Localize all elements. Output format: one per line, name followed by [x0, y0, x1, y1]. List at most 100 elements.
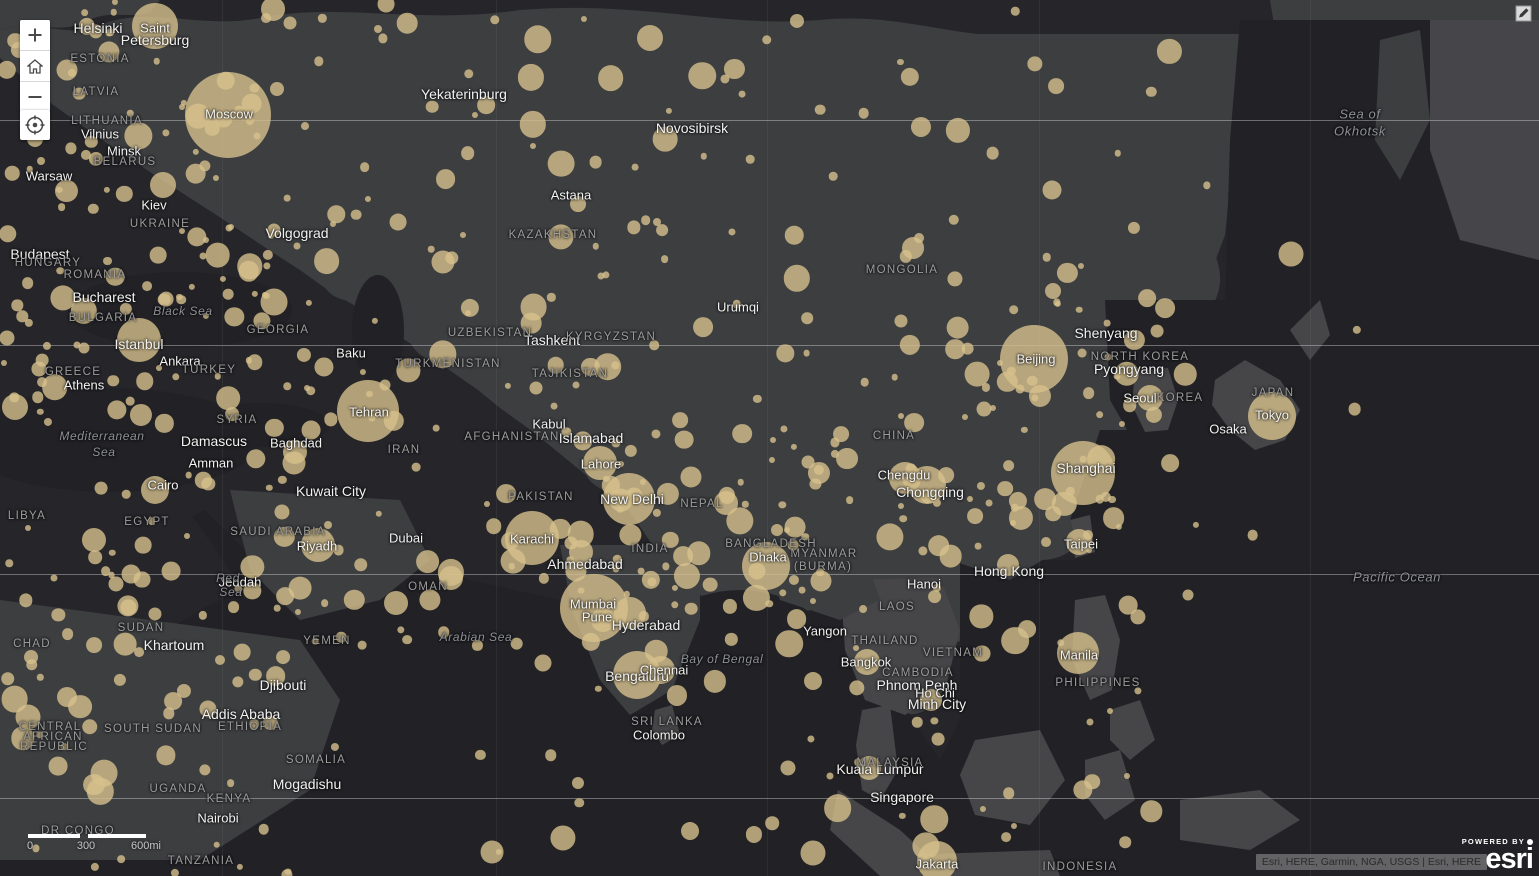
- city-symbol-minor[interactable]: [432, 424, 440, 432]
- city-symbol-minor[interactable]: [807, 735, 815, 743]
- city-symbol-minor[interactable]: [0, 671, 15, 686]
- city-symbol-minor[interactable]: [43, 418, 52, 427]
- city-symbol-minor[interactable]: [660, 255, 669, 264]
- city-symbol-minor[interactable]: [631, 163, 639, 171]
- city-symbol-minor[interactable]: [914, 233, 925, 243]
- city-symbol-minor[interactable]: [826, 772, 834, 780]
- city-symbol-minor[interactable]: [1010, 823, 1018, 830]
- city-symbol-minor[interactable]: [293, 242, 301, 250]
- city-symbol-minor[interactable]: [374, 24, 383, 33]
- city-symbol-minor[interactable]: [1146, 406, 1163, 424]
- city-symbol-minor[interactable]: [786, 608, 807, 629]
- city-symbol[interactable]: [889, 462, 921, 494]
- city-symbol-minor[interactable]: [25, 524, 32, 531]
- city-symbol-minor[interactable]: [810, 570, 832, 592]
- city-symbol-minor[interactable]: [1104, 353, 1112, 361]
- city-symbol-minor[interactable]: [37, 674, 44, 681]
- city-symbol-minor[interactable]: [1124, 329, 1145, 350]
- city-symbol-minor[interactable]: [136, 372, 154, 390]
- city-symbol-minor[interactable]: [927, 589, 942, 604]
- city-symbol-minor[interactable]: [982, 383, 991, 392]
- city-symbol-minor[interactable]: [1202, 181, 1211, 190]
- city-symbol-minor[interactable]: [249, 668, 262, 681]
- city-symbol-minor[interactable]: [1082, 387, 1095, 399]
- city-symbol-minor[interactable]: [798, 586, 806, 594]
- city-symbol-minor[interactable]: [0, 225, 17, 243]
- city-symbol-minor[interactable]: [768, 457, 775, 464]
- city-symbol-minor[interactable]: [303, 384, 310, 391]
- city-symbol-minor[interactable]: [419, 589, 441, 611]
- city-symbol-minor[interactable]: [113, 674, 126, 687]
- city-symbol-minor[interactable]: [273, 526, 295, 548]
- city-symbol-minor[interactable]: [267, 232, 274, 240]
- city-symbol-minor[interactable]: [1247, 529, 1259, 541]
- city-symbol-minor[interactable]: [662, 562, 670, 571]
- city-symbol-minor[interactable]: [946, 316, 970, 339]
- city-symbol-minor[interactable]: [116, 185, 133, 203]
- city-symbol-minor[interactable]: [572, 777, 585, 790]
- city-symbol-minor[interactable]: [26, 166, 33, 173]
- city-symbol-minor[interactable]: [623, 591, 630, 598]
- city-symbol-minor[interactable]: [162, 707, 175, 720]
- city-symbol-minor[interactable]: [329, 220, 336, 227]
- city-symbol-minor[interactable]: [42, 374, 68, 400]
- city-symbol-minor[interactable]: [561, 427, 572, 437]
- city-symbol-minor[interactable]: [876, 523, 904, 551]
- city-symbol-minor[interactable]: [1193, 521, 1200, 528]
- city-symbol-minor[interactable]: [918, 546, 928, 556]
- city-symbol-minor[interactable]: [149, 171, 176, 198]
- city-symbol-minor[interactable]: [117, 595, 139, 617]
- city-symbol-minor[interactable]: [547, 293, 556, 302]
- city-symbol-minor[interactable]: [1348, 402, 1361, 416]
- city-symbol-minor[interactable]: [236, 863, 243, 870]
- city-symbol-minor[interactable]: [931, 732, 945, 746]
- city-symbol-minor[interactable]: [845, 496, 854, 505]
- city-symbol-minor[interactable]: [105, 29, 113, 37]
- city-symbol-minor[interactable]: [119, 303, 132, 316]
- city-symbol-minor[interactable]: [627, 220, 641, 234]
- city-symbol-minor[interactable]: [171, 868, 180, 876]
- city-symbol-minor[interactable]: [746, 154, 755, 164]
- city-symbol-minor[interactable]: [402, 634, 412, 645]
- city-symbol-minor[interactable]: [156, 365, 163, 372]
- city-symbol-minor[interactable]: [215, 655, 226, 666]
- city-symbol[interactable]: [1057, 632, 1099, 674]
- city-symbol-minor[interactable]: [89, 24, 103, 38]
- city-symbol-minor[interactable]: [1114, 150, 1122, 157]
- city-symbol-minor[interactable]: [801, 312, 813, 325]
- city-symbol-minor[interactable]: [126, 110, 134, 117]
- city-symbol-minor[interactable]: [320, 599, 329, 608]
- city-symbol-minor[interactable]: [829, 171, 838, 181]
- city-symbol-minor[interactable]: [16, 310, 28, 323]
- city-symbol-minor[interactable]: [389, 213, 407, 231]
- city-symbol-minor[interactable]: [641, 571, 661, 590]
- home-button[interactable]: [20, 51, 50, 82]
- city-symbol-minor[interactable]: [11, 299, 23, 311]
- city-symbol[interactable]: [742, 542, 790, 590]
- city-symbol-minor[interactable]: [761, 34, 772, 45]
- city-symbol-minor[interactable]: [637, 24, 664, 51]
- city-symbol-minor[interactable]: [651, 429, 661, 439]
- city-symbol-minor[interactable]: [948, 214, 960, 225]
- city-symbol-minor[interactable]: [472, 112, 479, 119]
- city-symbol-minor[interactable]: [435, 169, 456, 190]
- city-symbol-minor[interactable]: [278, 475, 287, 485]
- city-symbol-minor[interactable]: [192, 148, 199, 156]
- city-symbol-minor[interactable]: [775, 629, 804, 658]
- city-symbol-minor[interactable]: [1095, 410, 1104, 419]
- city-symbol-minor[interactable]: [652, 509, 662, 518]
- zoom-control-group[interactable]: [20, 20, 50, 112]
- city-symbol-minor[interactable]: [37, 156, 46, 165]
- city-symbol-minor[interactable]: [524, 25, 552, 53]
- city-symbol[interactable]: [117, 318, 161, 362]
- city-symbol-minor[interactable]: [930, 717, 939, 725]
- city-symbol-minor[interactable]: [891, 373, 899, 381]
- city-symbol-minor[interactable]: [333, 544, 344, 556]
- city-symbol-minor[interactable]: [236, 253, 263, 280]
- city-symbol-minor[interactable]: [1077, 348, 1087, 358]
- city-symbol-minor[interactable]: [483, 501, 491, 508]
- city-symbol-minor[interactable]: [619, 524, 642, 546]
- city-symbol-minor[interactable]: [1138, 289, 1156, 308]
